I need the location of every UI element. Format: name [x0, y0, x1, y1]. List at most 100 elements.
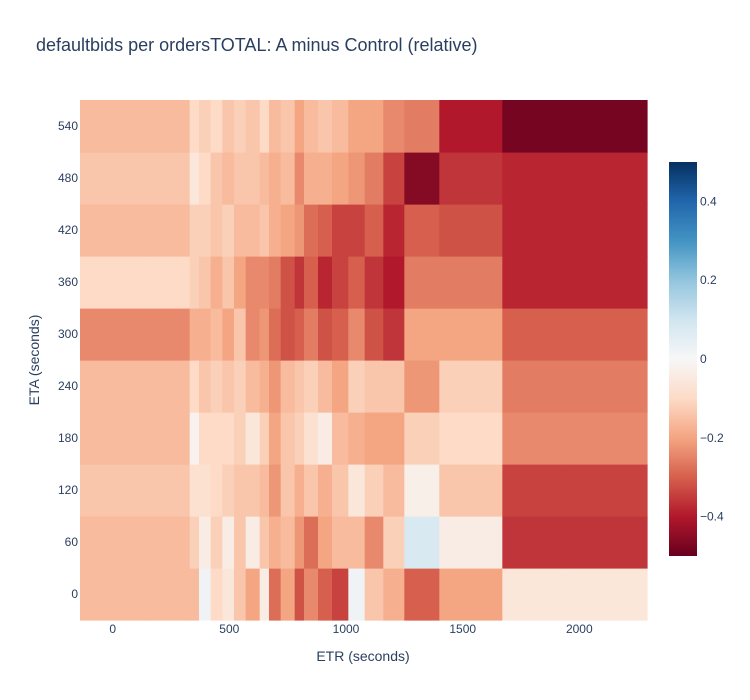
heatmap-cell	[364, 100, 384, 153]
heatmap-cell	[318, 360, 333, 413]
heatmap-cell	[280, 204, 296, 257]
heatmap-cell	[383, 152, 405, 205]
heatmap-cell	[364, 360, 384, 413]
heatmap-cell	[280, 100, 296, 153]
heatmap-cell	[189, 464, 200, 517]
heatmap-cell	[304, 308, 319, 361]
x-tick-label: 1500	[449, 622, 476, 636]
heatmap-cell	[259, 152, 270, 205]
heatmap-cell	[348, 152, 366, 205]
heatmap-cell	[364, 308, 384, 361]
heatmap-cell	[234, 412, 247, 465]
heatmap-cell	[364, 256, 384, 309]
y-tick-label: 0	[71, 587, 78, 601]
heatmap-cell	[304, 256, 319, 309]
heatmap-cell	[318, 100, 333, 153]
heatmap-cell	[304, 152, 319, 205]
heatmap-cell	[245, 464, 261, 517]
heatmap-cell	[332, 568, 349, 621]
colorbar-tick-label: −0.4	[700, 510, 724, 524]
heatmap-cell	[234, 204, 247, 257]
heatmap-cell	[404, 360, 440, 413]
heatmap-cell	[269, 516, 282, 569]
heatmap-cell	[404, 204, 440, 257]
heatmap-cell	[332, 256, 349, 309]
colorbar-ticks: 0.4 0.2 0 −0.2 −0.4	[700, 194, 724, 523]
heatmap-cell	[502, 568, 562, 621]
heatmap-cell	[269, 308, 282, 361]
heatmap-cell	[304, 412, 319, 465]
heatmap-cell	[222, 464, 235, 517]
heatmap-cell	[245, 100, 261, 153]
y-tick-label: 480	[58, 171, 78, 185]
heatmap-cell	[332, 308, 349, 361]
heatmap-cell	[147, 100, 191, 153]
heatmap-cell	[364, 464, 384, 517]
heatmap-cell	[439, 360, 503, 413]
x-tick-label: 500	[219, 622, 239, 636]
heatmap-cell	[189, 100, 200, 153]
heatmap-cell	[304, 516, 319, 569]
heatmap-cell	[383, 360, 405, 413]
heatmap-cell	[502, 412, 562, 465]
heatmap-cell	[304, 100, 319, 153]
heatmap-cell	[502, 464, 562, 517]
heatmap-cell	[294, 516, 305, 569]
heatmap-cell	[364, 568, 384, 621]
heatmap-cell	[404, 516, 440, 569]
heatmap-cell	[294, 308, 305, 361]
heatmap-cell	[210, 256, 223, 309]
heatmap-cell	[210, 204, 223, 257]
heatmap-cell	[259, 204, 270, 257]
colorbar-tick-label: 0.2	[700, 273, 717, 287]
heatmap-cell	[210, 568, 223, 621]
heatmap-cell	[199, 516, 212, 569]
heatmap-cell	[439, 100, 503, 153]
heatmap-cell	[294, 204, 305, 257]
heatmap-cell	[259, 464, 270, 517]
heatmap-cell	[383, 204, 405, 257]
heatmap-cell	[280, 152, 296, 205]
heatmap-cell	[318, 464, 333, 517]
heatmap-cell	[502, 516, 562, 569]
heatmap-cell	[348, 568, 366, 621]
heatmap-cell	[318, 412, 333, 465]
heatmap-cell	[294, 100, 305, 153]
heatmap-cell	[222, 412, 235, 465]
x-tick-label: 1000	[333, 622, 360, 636]
heatmap-cell	[269, 152, 282, 205]
heatmap-cell	[439, 412, 503, 465]
heatmap-cell	[294, 256, 305, 309]
heatmap-cell	[294, 464, 305, 517]
heatmap-cell	[560, 464, 648, 517]
chart-title: defaultbids per ordersTOTAL: A minus Con…	[36, 35, 478, 55]
heatmap-cell	[439, 568, 503, 621]
heatmap-cell	[502, 152, 562, 205]
heatmap-cell	[269, 360, 282, 413]
heatmap-cell	[502, 256, 562, 309]
heatmap-cell	[147, 412, 191, 465]
heatmap-cell	[280, 464, 296, 517]
heatmap-cell	[199, 204, 212, 257]
heatmap-cell	[294, 412, 305, 465]
heatmap-cell	[259, 516, 270, 569]
heatmap-cell	[332, 204, 349, 257]
heatmap-cell	[404, 308, 440, 361]
y-tick-label: 180	[58, 431, 78, 445]
heatmap-cell	[80, 412, 149, 465]
heatmap-cell	[439, 464, 503, 517]
heatmap-cell	[304, 204, 319, 257]
heatmap-cell	[364, 412, 384, 465]
heatmap-cell	[234, 308, 247, 361]
heatmap-cell	[269, 256, 282, 309]
heatmap-cell	[245, 568, 261, 621]
y-tick-label: 360	[58, 275, 78, 289]
heatmap-cell	[259, 412, 270, 465]
heatmap-cell	[222, 204, 235, 257]
heatmap-cell	[210, 516, 223, 569]
heatmap-cell	[80, 152, 149, 205]
heatmap-cell	[560, 516, 648, 569]
heatmap-cell	[332, 464, 349, 517]
heatmap-cell	[304, 568, 319, 621]
